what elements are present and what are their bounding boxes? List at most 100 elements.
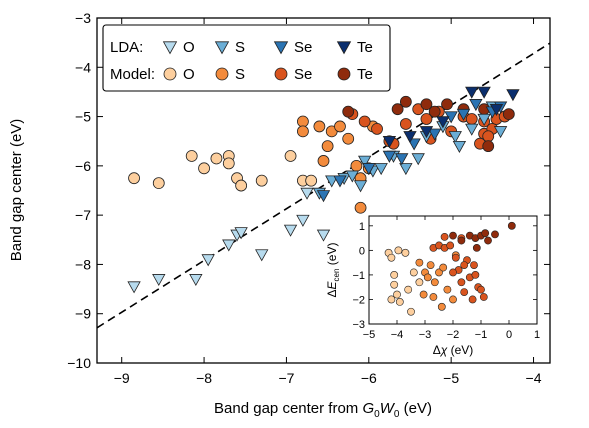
lda-te-point xyxy=(403,131,417,144)
model-te-point xyxy=(428,105,441,118)
inset-o-point xyxy=(393,290,401,299)
lda-te-point xyxy=(419,126,434,139)
legend-triangle-marker xyxy=(336,41,352,55)
inset-x-tick-label: 1 xyxy=(534,329,540,341)
lda-o-point xyxy=(296,214,310,227)
inset-y-tick-label: −1 xyxy=(352,270,365,282)
model-s-point xyxy=(354,201,367,214)
lda-se-point xyxy=(407,138,421,151)
y-tick-label: −6 xyxy=(75,158,91,174)
model-o-point xyxy=(255,174,268,187)
lda-o-point xyxy=(201,254,215,267)
lda-s-point xyxy=(493,126,508,139)
lda-o-point xyxy=(316,229,331,242)
lda-s-point xyxy=(345,170,360,183)
model-o-point xyxy=(222,157,235,170)
inset-o-point xyxy=(395,298,404,306)
inset-te-point xyxy=(484,236,492,245)
legend-entry-label: S xyxy=(235,66,245,83)
inset-o-point xyxy=(387,253,396,262)
inset-s-point xyxy=(435,268,443,277)
model-o-point xyxy=(210,152,223,165)
x-tick-label: −8 xyxy=(196,370,212,386)
inset-o-point xyxy=(390,271,399,279)
model-se-point xyxy=(358,115,371,128)
model-te-point xyxy=(482,140,495,153)
inset-s-point xyxy=(423,273,432,282)
model-o-point xyxy=(198,162,210,175)
inset-te-point xyxy=(491,230,499,239)
legend-entry-label: Se xyxy=(294,66,312,83)
inset-se-point xyxy=(457,278,466,287)
lda-te-point xyxy=(489,103,504,117)
inset-y-tick-label: 0 xyxy=(359,245,365,257)
inset-y-axis-label: ΔEcen (eV) xyxy=(325,243,341,298)
inset-o-point xyxy=(409,268,418,277)
lda-o-point xyxy=(283,224,298,237)
x-tick-label: −7 xyxy=(278,370,294,386)
model-s-point xyxy=(297,125,309,138)
lda-s-point xyxy=(477,113,491,126)
inset-se-point xyxy=(471,271,480,279)
model-s-point xyxy=(350,159,363,172)
legend-entry-label: Se xyxy=(294,39,312,56)
inset-s-point xyxy=(439,263,448,272)
y-tick-label: −5 xyxy=(75,109,91,125)
lda-te-point xyxy=(436,116,450,129)
inset-s-point xyxy=(419,290,428,299)
model-te-point xyxy=(399,95,412,108)
model-te-point xyxy=(420,98,433,111)
lda-o-point xyxy=(127,281,141,294)
inset-se-point xyxy=(468,295,477,304)
legend-row-label: LDA: xyxy=(110,39,143,56)
lda-s-point xyxy=(399,163,413,176)
inset-o-point xyxy=(407,307,415,316)
inset-se-point xyxy=(477,285,485,294)
lda-s-point xyxy=(374,163,388,176)
inset-se-point xyxy=(449,268,457,277)
y-tick-label: −3 xyxy=(75,10,91,26)
model-o-point xyxy=(305,174,318,187)
inset-y-tick-label: −3 xyxy=(352,319,365,331)
x-tick-label: −4 xyxy=(526,370,542,386)
model-te-point xyxy=(502,108,515,121)
lda-se-point xyxy=(316,190,331,203)
x-tick-label: −6 xyxy=(361,370,377,386)
inset-te-point xyxy=(457,236,466,245)
lda-o-point xyxy=(222,239,236,252)
model-s-point xyxy=(317,155,330,167)
inset-se-point xyxy=(440,232,449,241)
lda-se-point xyxy=(333,175,347,188)
model-te-point xyxy=(391,103,404,116)
model-te-point xyxy=(342,105,355,118)
legend-triangle-marker xyxy=(162,41,178,55)
lda-s-point xyxy=(353,180,368,193)
lda-s-point xyxy=(448,131,462,144)
model-o-point xyxy=(185,150,198,162)
inset-x-tick-label: 0 xyxy=(506,329,512,341)
inset-se-point xyxy=(446,241,455,250)
inset-o-point xyxy=(394,246,403,255)
lda-te-point xyxy=(477,86,491,99)
lda-se-point xyxy=(395,153,409,166)
inset-x-tick-label: −5 xyxy=(363,329,376,341)
inset-se-point xyxy=(460,288,469,296)
inset-s-point xyxy=(449,295,457,304)
lda-te-point xyxy=(465,86,479,99)
legend-entry-label: S xyxy=(235,39,245,56)
lda-se-point xyxy=(456,108,471,121)
main-y-ticks: −10−9−8−7−6−5−4−3 xyxy=(67,10,550,371)
model-s-point xyxy=(297,115,309,128)
legend-entry-label: Te xyxy=(357,39,373,56)
model-te-point xyxy=(441,98,453,111)
lda-s-point xyxy=(411,153,425,166)
inset-se-point xyxy=(451,253,460,262)
lda-se-point xyxy=(362,163,376,176)
lda-o-point xyxy=(234,227,248,240)
inset-x-tick-label: −1 xyxy=(475,329,488,341)
inset-s-point xyxy=(437,302,446,311)
lda-te-point xyxy=(506,89,520,102)
lda-se-point xyxy=(469,99,483,112)
inset-o-point xyxy=(401,248,410,257)
legend-entry-label: O xyxy=(183,39,195,56)
